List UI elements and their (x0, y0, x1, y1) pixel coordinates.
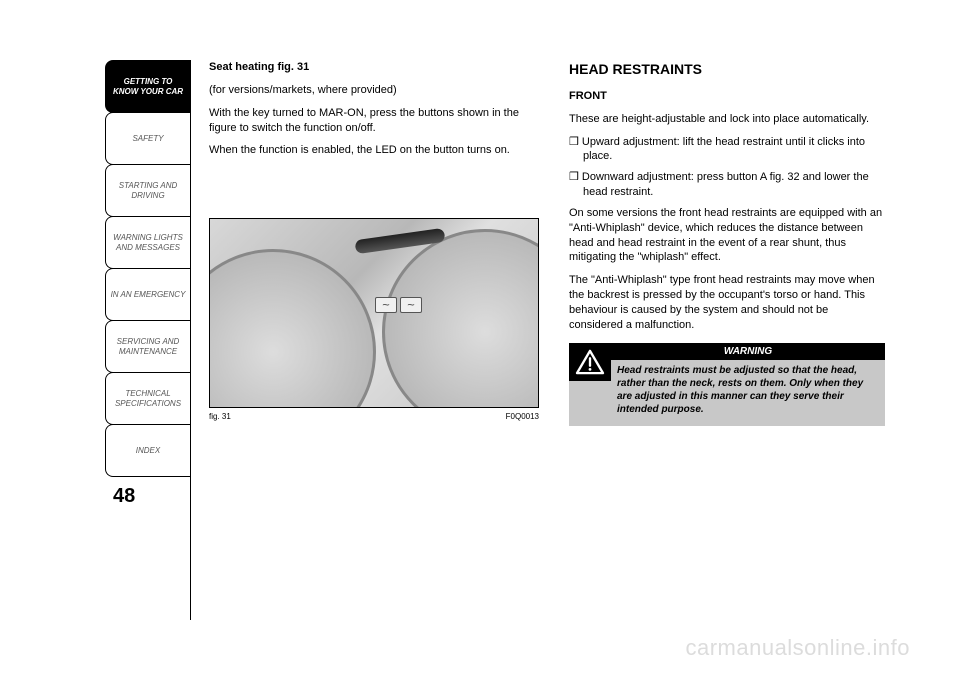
left-column: Seat heating fig. 31 (for versions/marke… (209, 60, 539, 620)
tab-warning-lights[interactable]: WARNING LIGHTSAND MESSAGES (105, 216, 190, 269)
warning-triangle-icon (569, 343, 611, 381)
warning-callout: WARNING Head restraints must be adjusted… (569, 343, 885, 427)
figure-31-caption: fig. 31 F0Q0013 (209, 412, 539, 423)
tab-index[interactable]: INDEX (105, 424, 190, 477)
seat-heating-instruction-1: With the key turned to MAR-ON, press the… (209, 106, 539, 136)
tab-starting-driving[interactable]: STARTING ANDDRIVING (105, 164, 190, 217)
figure-label: fig. 31 (209, 412, 231, 423)
right-column: HEAD RESTRAINTS FRONT These are height-a… (569, 60, 885, 620)
seat-heat-left-icon: ⁓ (375, 297, 397, 313)
tab-technical-specs[interactable]: TECHNICALSPECIFICATIONS (105, 372, 190, 425)
seat-heating-note: (for versions/markets, where provided) (209, 83, 539, 98)
figure-code: F0Q0013 (506, 412, 539, 423)
front-subtitle: FRONT (569, 89, 885, 104)
page-content: Seat heating fig. 31 (for versions/marke… (190, 60, 885, 620)
seat-heating-heading: Seat heating fig. 31 (209, 60, 539, 75)
head-restraints-p1: These are height-adjustable and lock int… (569, 112, 885, 127)
tab-safety[interactable]: SAFETY (105, 112, 190, 165)
head-restraints-title: HEAD RESTRAINTS (569, 60, 885, 79)
warning-text: Head restraints must be adjusted so that… (569, 360, 885, 426)
seat-heating-buttons-graphic: ⁓ ⁓ (375, 297, 422, 313)
anti-whiplash-p2: The "Anti-Whiplash" type front head rest… (569, 273, 885, 332)
warning-header: WARNING (611, 343, 885, 361)
downward-adjustment-bullet: ❒ Downward adjustment: press button A fi… (569, 170, 885, 200)
figure-31: ⁓ ⁓ fig. 31 F0Q0013 (209, 218, 539, 423)
watermark: carmanualsonline.info (685, 635, 910, 661)
manual-page: GETTING TOKNOW YOUR CAR SAFETY STARTING … (105, 60, 885, 620)
upward-adjustment-bullet: ❒ Upward adjustment: lift the head restr… (569, 135, 885, 165)
anti-whiplash-p1: On some versions the front head restrain… (569, 206, 885, 265)
section-tabs-sidebar: GETTING TOKNOW YOUR CAR SAFETY STARTING … (105, 60, 190, 620)
handbrake-lever-graphic (354, 228, 445, 254)
seat-heating-instruction-2: When the function is enabled, the LED on… (209, 143, 539, 158)
tab-servicing[interactable]: SERVICING ANDMAINTENANCE (105, 320, 190, 373)
seat-heat-right-icon: ⁓ (400, 297, 422, 313)
tab-getting-to-know[interactable]: GETTING TOKNOW YOUR CAR (105, 60, 190, 113)
page-number: 48 (105, 476, 190, 516)
figure-31-image: ⁓ ⁓ (209, 218, 539, 408)
tab-emergency[interactable]: IN AN EMERGENCY (105, 268, 190, 321)
